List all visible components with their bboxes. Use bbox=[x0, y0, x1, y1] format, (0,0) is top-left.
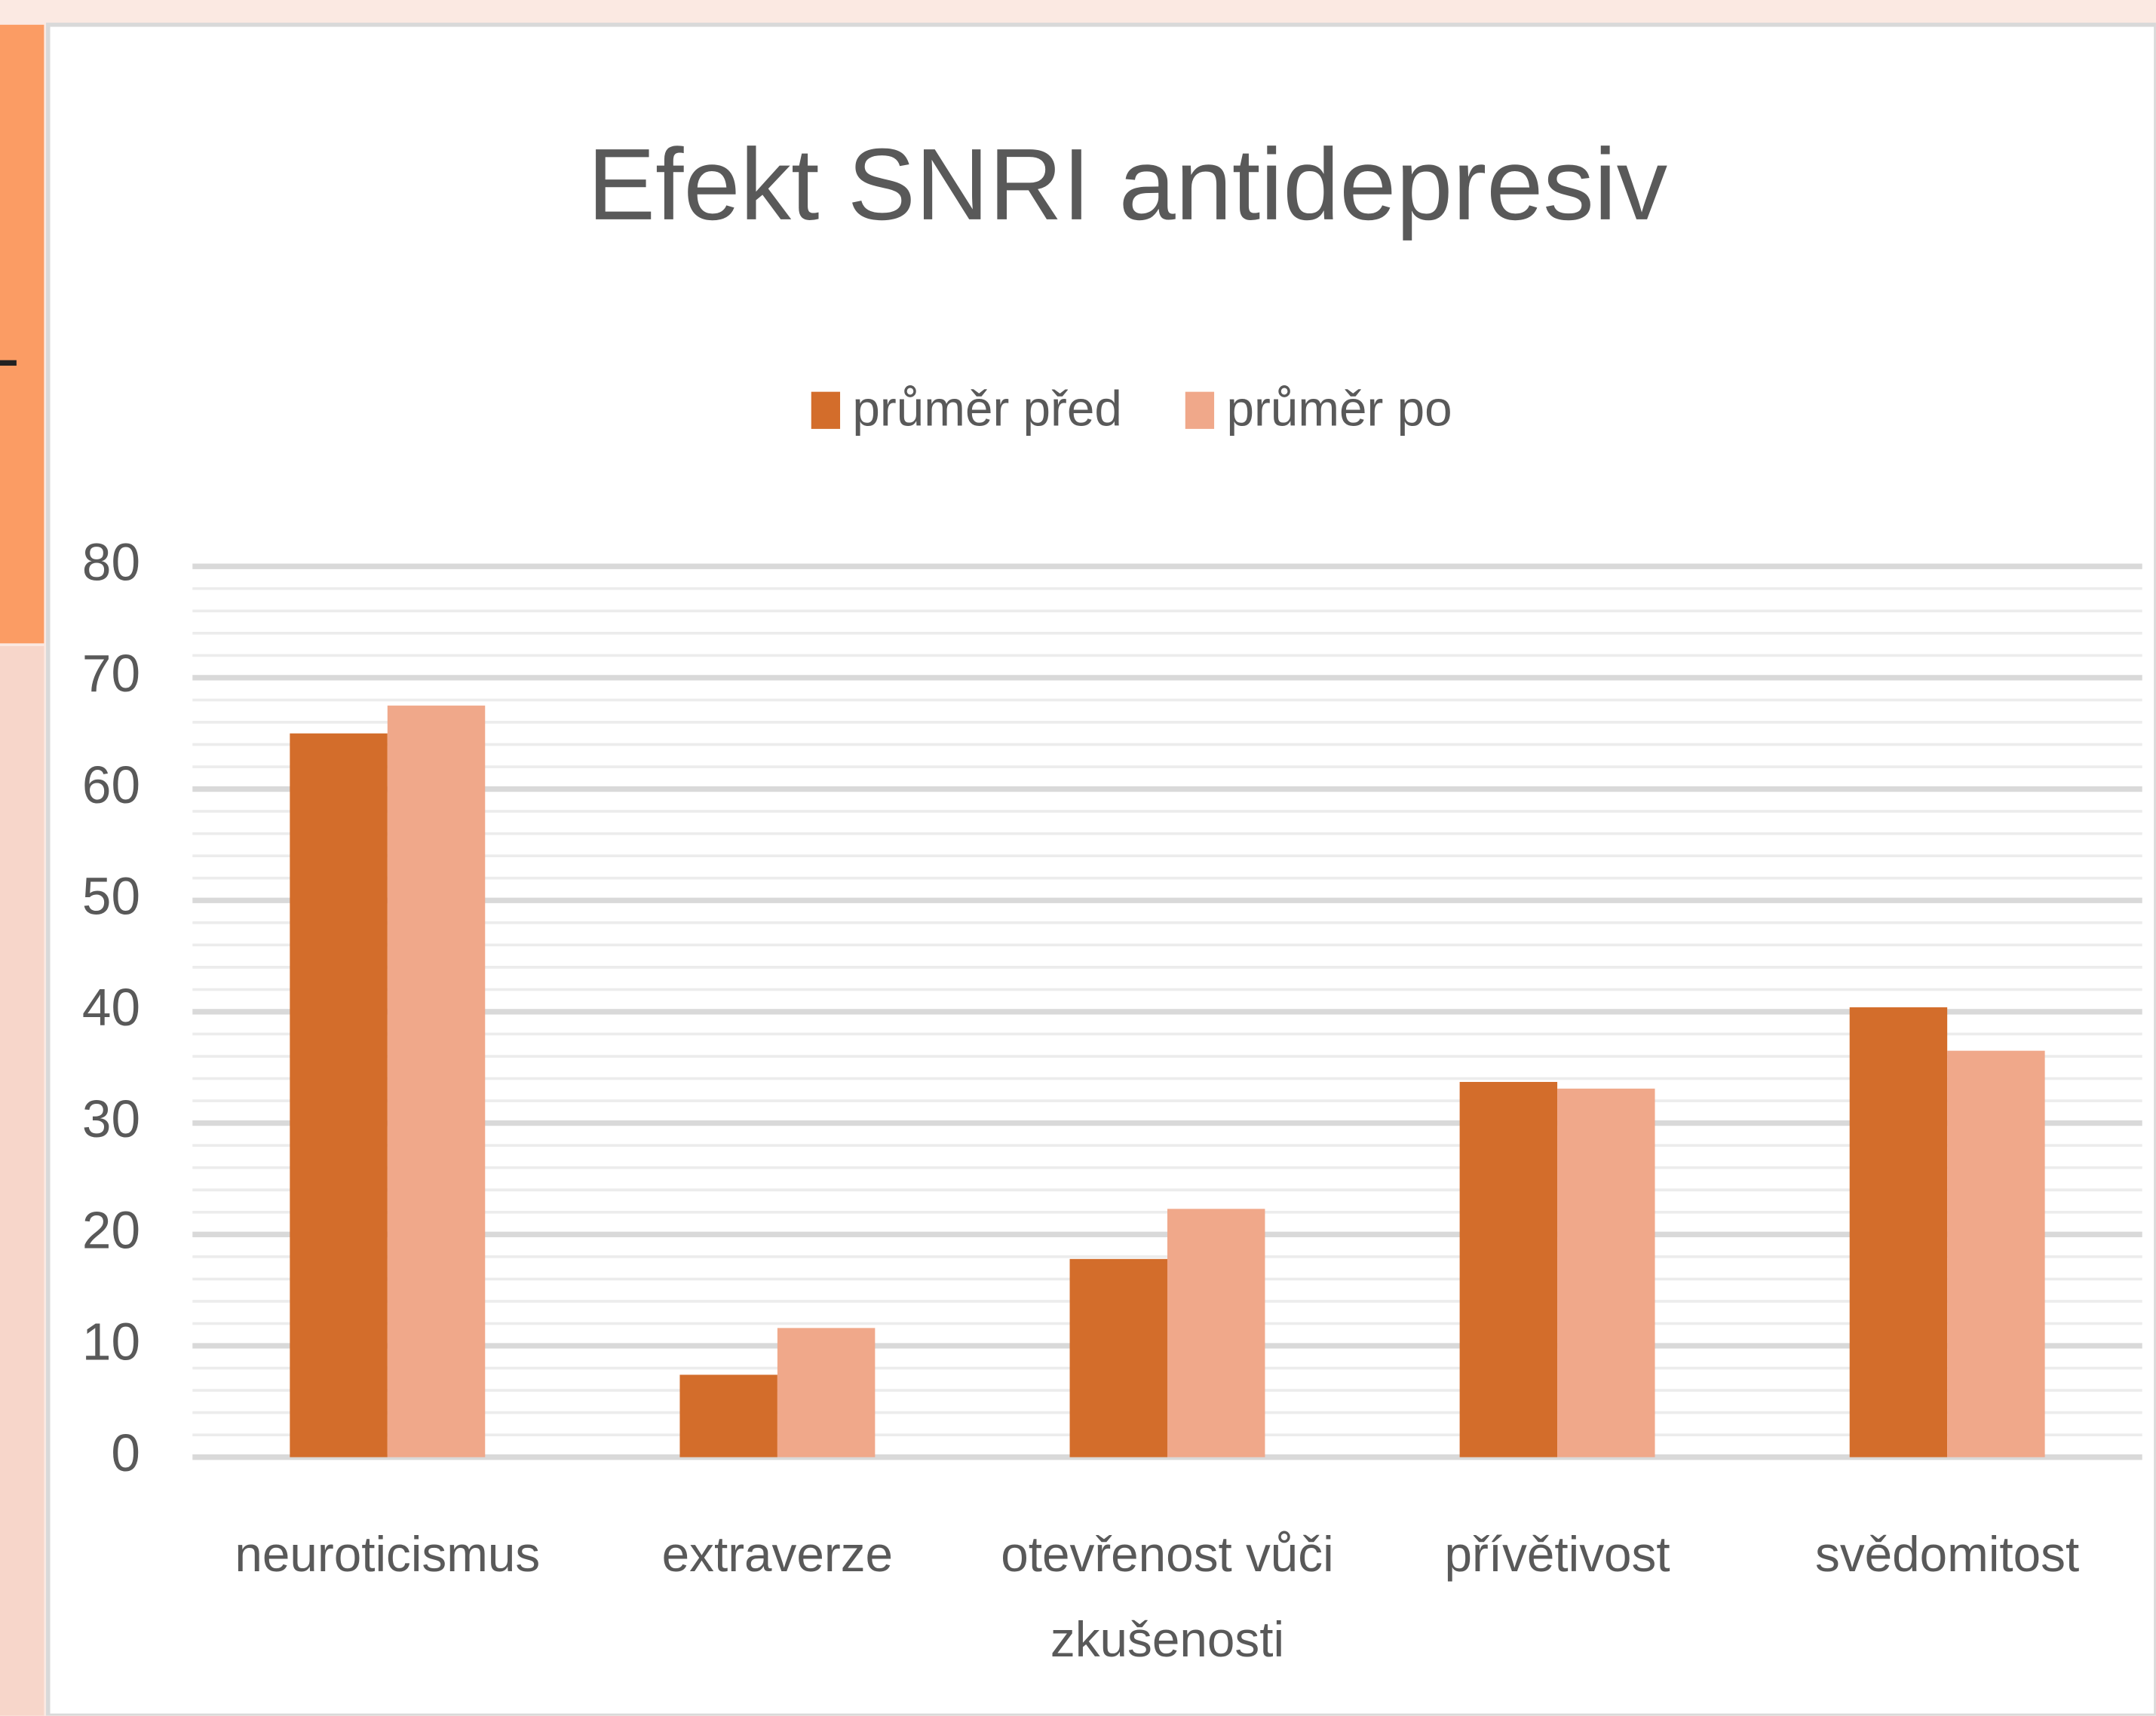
side-mark bbox=[0, 360, 17, 366]
bar bbox=[679, 1374, 777, 1457]
bar bbox=[777, 1328, 876, 1457]
bar bbox=[1167, 1209, 1265, 1457]
bar bbox=[1069, 1258, 1167, 1457]
bar bbox=[290, 733, 388, 1457]
y-tick-label: 50 bbox=[82, 867, 140, 926]
x-tick-label: svědomitost bbox=[1815, 1525, 2080, 1583]
side-strip bbox=[0, 24, 44, 644]
bar bbox=[387, 705, 486, 1457]
side-strip bbox=[0, 645, 44, 1716]
legend-swatch bbox=[811, 391, 841, 429]
y-tick-label: 60 bbox=[82, 755, 140, 814]
legend-label: průměr po bbox=[1226, 381, 1452, 436]
y-tick-label: 40 bbox=[82, 978, 140, 1037]
legend-label: průměr před bbox=[852, 381, 1121, 436]
x-tick-label: neuroticismus bbox=[235, 1525, 541, 1583]
bar bbox=[1557, 1088, 1655, 1457]
x-tick-label: přívětivost bbox=[1444, 1525, 1670, 1583]
bar bbox=[1849, 1007, 1948, 1457]
y-tick-label: 70 bbox=[82, 644, 140, 703]
bar bbox=[1459, 1081, 1558, 1457]
y-tick-label: 30 bbox=[82, 1089, 140, 1148]
y-tick-label: 80 bbox=[82, 532, 140, 591]
x-tick-label: otevřenost vůči zkušenosti bbox=[1001, 1525, 1334, 1668]
y-tick-label: 20 bbox=[82, 1201, 140, 1260]
x-tick-label: extraverze bbox=[661, 1525, 894, 1583]
bar bbox=[1947, 1050, 2045, 1457]
chart-title: Efekt SNRI antidepresiv bbox=[587, 127, 1667, 241]
legend-swatch bbox=[1185, 391, 1215, 429]
y-tick-label: 10 bbox=[82, 1312, 140, 1371]
y-tick-label: 0 bbox=[111, 1423, 140, 1482]
